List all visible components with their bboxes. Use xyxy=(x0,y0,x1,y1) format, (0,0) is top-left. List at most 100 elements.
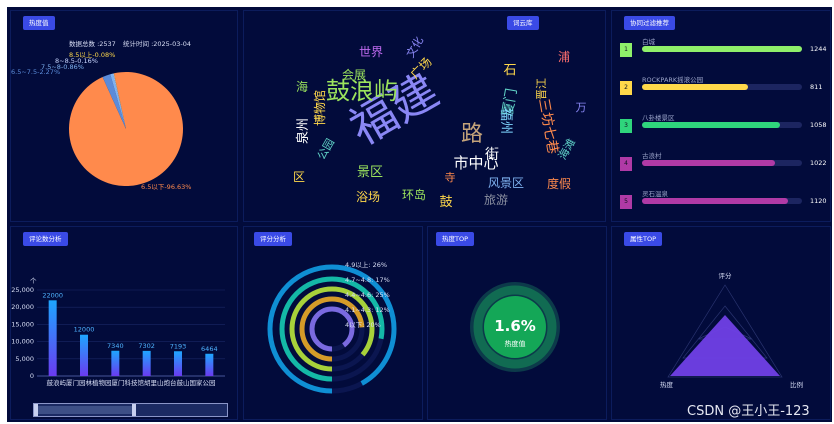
zoom-handle-left[interactable] xyxy=(34,404,38,416)
hot-panel: 热度值 数据总数 :2537 统计时间 :2025-03-04 6.5以下-96… xyxy=(10,10,238,222)
bar-value-label: 6464 xyxy=(201,345,218,353)
rank-badge: 1 xyxy=(620,43,632,57)
dashboard: 热度值 数据总数 :2537 统计时间 :2025-03-04 6.5以下-96… xyxy=(7,7,832,422)
recommend-row[interactable]: 3 八卦楼景区 1058 xyxy=(612,112,832,146)
zoom-slider[interactable] xyxy=(33,403,228,417)
y-tick: 0 xyxy=(30,372,34,380)
rec-value: 811 xyxy=(810,83,823,91)
y-tick: 10,000 xyxy=(11,338,34,346)
rec-value: 1120 xyxy=(810,197,827,205)
pie-slice xyxy=(102,74,126,129)
cloud-word: 万 xyxy=(576,101,587,114)
rec-value: 1058 xyxy=(810,121,827,129)
ring-legend: 4.4~4.6: 25% xyxy=(345,291,390,299)
pie-label: 6.5以下-96.63% xyxy=(141,183,191,191)
rec-value: 1022 xyxy=(810,159,827,167)
time-label: 统计时间 :2025-03-04 xyxy=(123,39,191,48)
rec-bar-fill xyxy=(642,160,775,166)
attr-radar-chart: 评分 热度 比例 xyxy=(660,271,803,389)
y-unit: 个 xyxy=(30,277,37,285)
ring-arc xyxy=(299,296,365,362)
rec-bar-fill xyxy=(642,46,802,52)
pie-slice xyxy=(113,73,126,129)
cloud-word: 鼓 xyxy=(439,195,452,210)
cloud-word: 风景区 xyxy=(488,176,524,190)
ring-arc xyxy=(267,264,397,394)
hot-panel-title: 热度值 xyxy=(23,16,55,30)
rank-badge: 5 xyxy=(620,195,632,209)
bar-value-label: 7193 xyxy=(170,342,187,350)
pie-label: 8~8.5-0.16% xyxy=(55,57,98,65)
bar xyxy=(205,353,214,376)
bar-value-label: 22000 xyxy=(42,291,63,299)
rec-bar-fill xyxy=(642,84,748,90)
pie-label: 7.5~8-0.86% xyxy=(41,63,84,71)
y-tick: 5,000 xyxy=(15,355,34,363)
cloud-word: 市中心 xyxy=(453,154,498,172)
bar-value-label: 12000 xyxy=(74,326,95,334)
radar-area xyxy=(670,315,780,376)
cloud-word: 环岛 xyxy=(402,187,426,202)
attr-panel-title: 属性TOP xyxy=(624,232,663,246)
rating-panel: 评分分析 4.9以上: 26% 4.7~4.8: 17% 4.4~4.6: 25% 4… xyxy=(243,226,423,420)
gauge-value: 1.6% xyxy=(494,317,536,335)
rank-badge: 3 xyxy=(620,119,632,133)
ring-legend: 4.7~4.8: 17% xyxy=(345,276,390,284)
radar-axis-score: 评分 xyxy=(719,271,733,280)
zoom-slider-fill xyxy=(37,406,133,414)
total-label: 数据总数 :2537 xyxy=(69,39,116,48)
watermark: CSDN @王小王-123 xyxy=(687,404,810,419)
attr-panel: 属性TOP 评分 热度 比例 xyxy=(611,226,831,420)
cloud-word: 世界 xyxy=(359,45,383,59)
reviews-panel: 评论数分析 个 25,000 20,000 15,000 10,000 5,000 0 22… xyxy=(10,226,238,420)
cloud-word: 浴场 xyxy=(356,190,380,204)
pie-chart: 6.5以下-96.63% 6.5~7.5-2.27%7.5~8-0.86%8~8.… xyxy=(11,50,191,191)
bar-value-label: 7302 xyxy=(138,342,155,350)
bar xyxy=(80,334,88,376)
cloud-word: 旅游 xyxy=(484,193,508,207)
cloud-word: 海 xyxy=(296,79,308,94)
rating-radial-chart: 4.9以上: 26% 4.7~4.8: 17% 4.4~4.6: 25% 4.1~4.… xyxy=(267,260,397,394)
ring-legend: 4.1~4.3: 12% xyxy=(345,306,390,314)
recommend-row[interactable]: 5 灵石温泉 1120 xyxy=(612,188,832,222)
cloud-word: 晋江 xyxy=(535,78,548,100)
rank-badge: 4 xyxy=(620,157,632,171)
cloud-word: 寺 xyxy=(445,171,456,184)
cloud-word: 福州 xyxy=(498,108,513,134)
hottop-panel: 热度TOP 1.6% 热度值 xyxy=(427,226,607,420)
bar xyxy=(174,351,182,376)
gauge-label: 热度值 xyxy=(505,339,526,348)
pie-label: 6.5~7.5-2.27% xyxy=(11,68,60,76)
zoom-handle-right[interactable] xyxy=(132,404,136,416)
hot-gauge: 1.6% 热度值 xyxy=(470,282,560,372)
ring-arc xyxy=(279,276,385,382)
cloud-word: 鼓浪屿 xyxy=(326,77,398,105)
cloud-word: 景区 xyxy=(357,165,383,180)
bar xyxy=(48,300,57,376)
cloud-word: 街 xyxy=(485,147,499,163)
rec-value: 1244 xyxy=(810,45,827,53)
ring-arc xyxy=(309,306,355,352)
recommend-row[interactable]: 4 古浪村 1022 xyxy=(612,150,832,184)
rec-bar-fill xyxy=(642,122,780,128)
bar-value-label: 7340 xyxy=(107,342,124,350)
reviews-bar-chart: 个 25,000 20,000 15,000 10,000 5,000 0 22000 120… xyxy=(11,277,225,387)
pie-slice xyxy=(113,73,126,129)
cloud-word: 区 xyxy=(293,170,305,184)
cloud-panel-title: 词云库 xyxy=(507,16,539,30)
cloud-word: 厦门 xyxy=(500,87,521,117)
bar xyxy=(111,350,120,376)
cloud-word: 公园 xyxy=(315,136,337,162)
recommend-row[interactable]: 2 ROCKPARK摇滚公园 811 xyxy=(612,74,832,108)
rec-name: 白城 xyxy=(642,38,655,46)
gauge-ring xyxy=(473,285,557,369)
recommend-row[interactable]: 1 白城 1244 xyxy=(612,36,832,70)
y-tick: 25,000 xyxy=(11,286,34,294)
rec-name: ROCKPARK摇滚公园 xyxy=(642,76,704,84)
pie-slice xyxy=(110,73,126,129)
cloud-word: 博物馆 xyxy=(312,90,327,126)
rec-name: 八卦楼景区 xyxy=(642,114,675,122)
hottop-panel-title: 热度TOP xyxy=(436,232,475,246)
cloud-word: 度假 xyxy=(547,176,571,191)
y-tick: 20,000 xyxy=(11,303,34,311)
